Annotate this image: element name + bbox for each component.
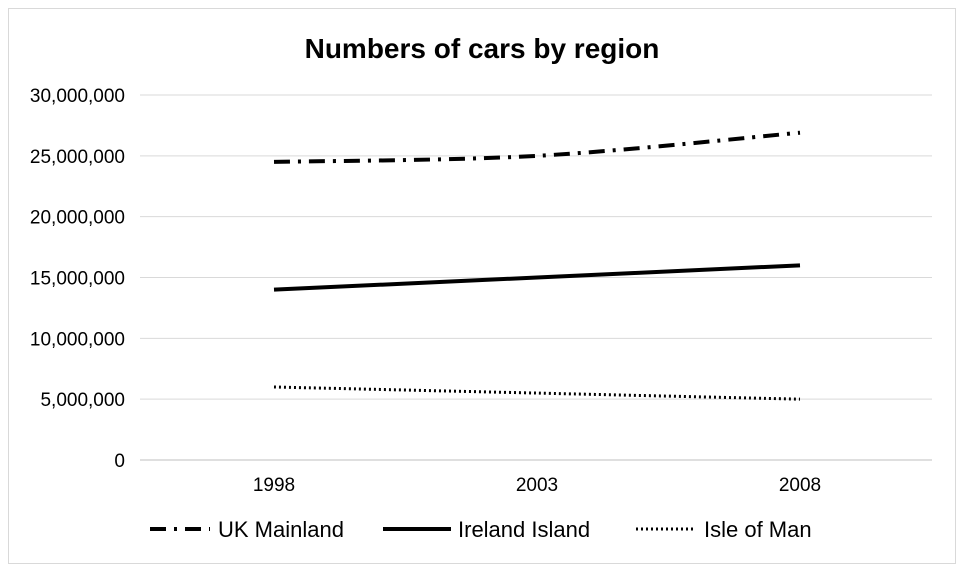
legend-label: Isle of Man (704, 517, 812, 542)
series-line-uk-mainland (273, 130, 801, 164)
legend-label: UK Mainland (218, 517, 344, 542)
chart-frame (8, 8, 956, 564)
x-tick-label: 2008 (779, 475, 821, 496)
series-lines (273, 130, 801, 401)
x-tick-label: 2003 (516, 475, 558, 496)
y-tick-label: 0 (114, 451, 125, 472)
x-axis-ticks: 1998 2003 2008 (253, 475, 821, 496)
y-tick-label: 10,000,000 (30, 329, 125, 350)
y-tick-label: 25,000,000 (30, 147, 125, 168)
y-tick-label: 20,000,000 (30, 208, 125, 229)
y-axis-ticks: 0 5,000,000 10,000,000 15,000,000 20,000,000… (30, 86, 125, 472)
chart-title: Numbers of cars by region (305, 33, 660, 64)
y-tick-label: 15,000,000 (30, 269, 125, 290)
legend: UK Mainland Ireland Island Isle of Man (150, 517, 812, 542)
y-tick-label: 5,000,000 (40, 390, 125, 411)
x-tick-label: 1998 (253, 475, 295, 496)
series-line-ireland-island (273, 263, 801, 292)
y-tick-label: 30,000,000 (30, 86, 125, 107)
legend-label: Ireland Island (458, 517, 590, 542)
series-line-isle-of-man (273, 385, 801, 401)
